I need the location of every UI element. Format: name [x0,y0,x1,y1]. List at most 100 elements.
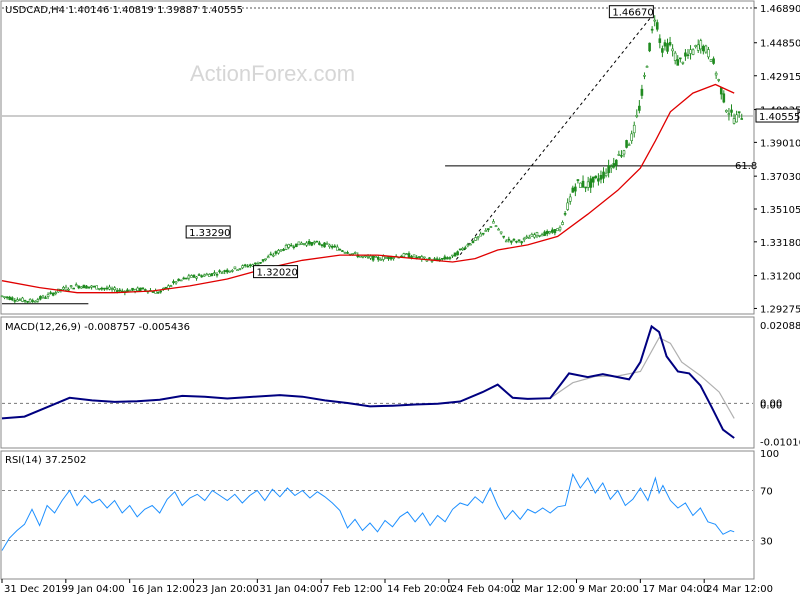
candle-body [599,175,603,180]
candle-body [681,61,685,64]
candle-body [655,22,659,30]
candle-body [338,248,342,251]
candle-body [515,240,518,243]
candle-body [62,287,65,290]
candle-body [451,254,454,257]
candle-body [382,256,385,260]
macd-axis-label: 0.00 [760,398,782,409]
price-axis-label: 1.46890 [760,4,800,15]
candle-body [151,291,155,293]
candle-body [443,256,447,260]
candle-body [625,140,628,148]
candle-body [190,275,193,278]
x-axis-label: 24 Mar 12:00 [706,584,773,595]
candle-body [604,172,608,177]
candle-body [336,246,339,251]
candle-body [591,176,595,183]
candle-body [33,300,37,303]
candle-body [307,240,311,245]
candle-body [707,49,710,58]
candle-body [725,110,728,113]
candle-body [287,244,290,248]
price-axis-label: 1.31200 [760,272,800,283]
candle-body [533,234,536,238]
candle-body [138,287,142,292]
candle-body [272,254,275,257]
candle-body [279,249,283,252]
candle-body [159,290,162,293]
candle-body [440,258,444,260]
price-axis-label: 1.29275 [760,304,800,315]
candle-body [87,286,91,289]
candle-body [735,114,738,123]
candle-body [666,43,669,52]
candle-body [174,281,178,284]
candle-body [325,243,329,245]
x-axis-label: 23 Jan 20:00 [196,584,259,595]
candle-body [548,231,552,234]
x-axis-label: 14 Feb 20:00 [387,584,453,595]
candle-body [527,237,531,239]
candle-body [72,287,75,290]
candle-body [691,49,695,55]
candle-body [284,244,288,250]
candle-body [732,118,736,124]
candle-body [141,287,145,290]
candle-body [292,246,296,249]
candle-body [520,241,523,244]
candle-body [510,240,513,243]
candle-body [581,180,585,188]
candle-body [113,287,116,290]
candle-body [223,270,226,272]
price-annotation-label: 1.32020 [257,268,298,279]
candle-body [167,285,170,289]
candle-body [650,28,654,31]
candle-body [192,274,196,278]
candle-body [456,251,459,256]
candle-body [80,286,83,289]
candle-body [95,285,99,290]
candle-body [136,287,139,291]
candle-body [504,240,508,243]
candle-body [679,57,682,60]
macd-axis-label: -0.010168 [760,438,800,449]
candle-body [228,270,232,273]
candle-body [205,273,209,276]
candle-body [630,133,633,142]
candle-body [740,118,744,120]
price-axis-label: 1.35105 [760,205,800,216]
candle-body [469,243,472,246]
candle-body [39,296,42,300]
candle-body [517,239,521,242]
candle-body [497,228,500,231]
candle-body [645,66,649,68]
price-ohlc-values: 1.40146 1.40819 1.39887 1.40555 [68,5,243,16]
candle-body [115,290,119,293]
candle-body [668,42,672,46]
candle-body [696,44,700,51]
candle-body [323,242,326,248]
candle-body [282,248,285,251]
candle-body [597,178,600,182]
candle-body [351,253,354,255]
current-price-box [755,108,799,123]
candle-body [369,255,372,259]
candle-body [428,257,431,260]
candle-body [376,256,380,260]
candle-body [82,284,86,289]
candle-body [417,256,421,258]
candle-body [241,265,244,269]
candle-body [540,234,544,237]
rsi-title: RSI(14) 37.2502 [5,455,86,466]
macd-signal-line [549,336,735,419]
candle-body [545,230,549,235]
candle-body [384,257,388,259]
candle-body [407,253,411,258]
candle-body [371,255,375,261]
rsi-panel-frame [0,450,755,580]
candle-body [295,243,298,247]
candle-body [525,236,529,239]
candle-body [543,231,546,236]
candle-body [118,289,122,292]
candle-body [254,262,257,265]
